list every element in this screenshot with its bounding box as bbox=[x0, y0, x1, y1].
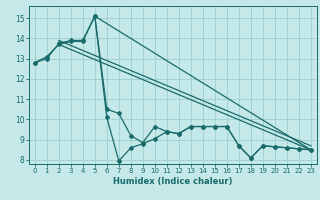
X-axis label: Humidex (Indice chaleur): Humidex (Indice chaleur) bbox=[113, 177, 233, 186]
